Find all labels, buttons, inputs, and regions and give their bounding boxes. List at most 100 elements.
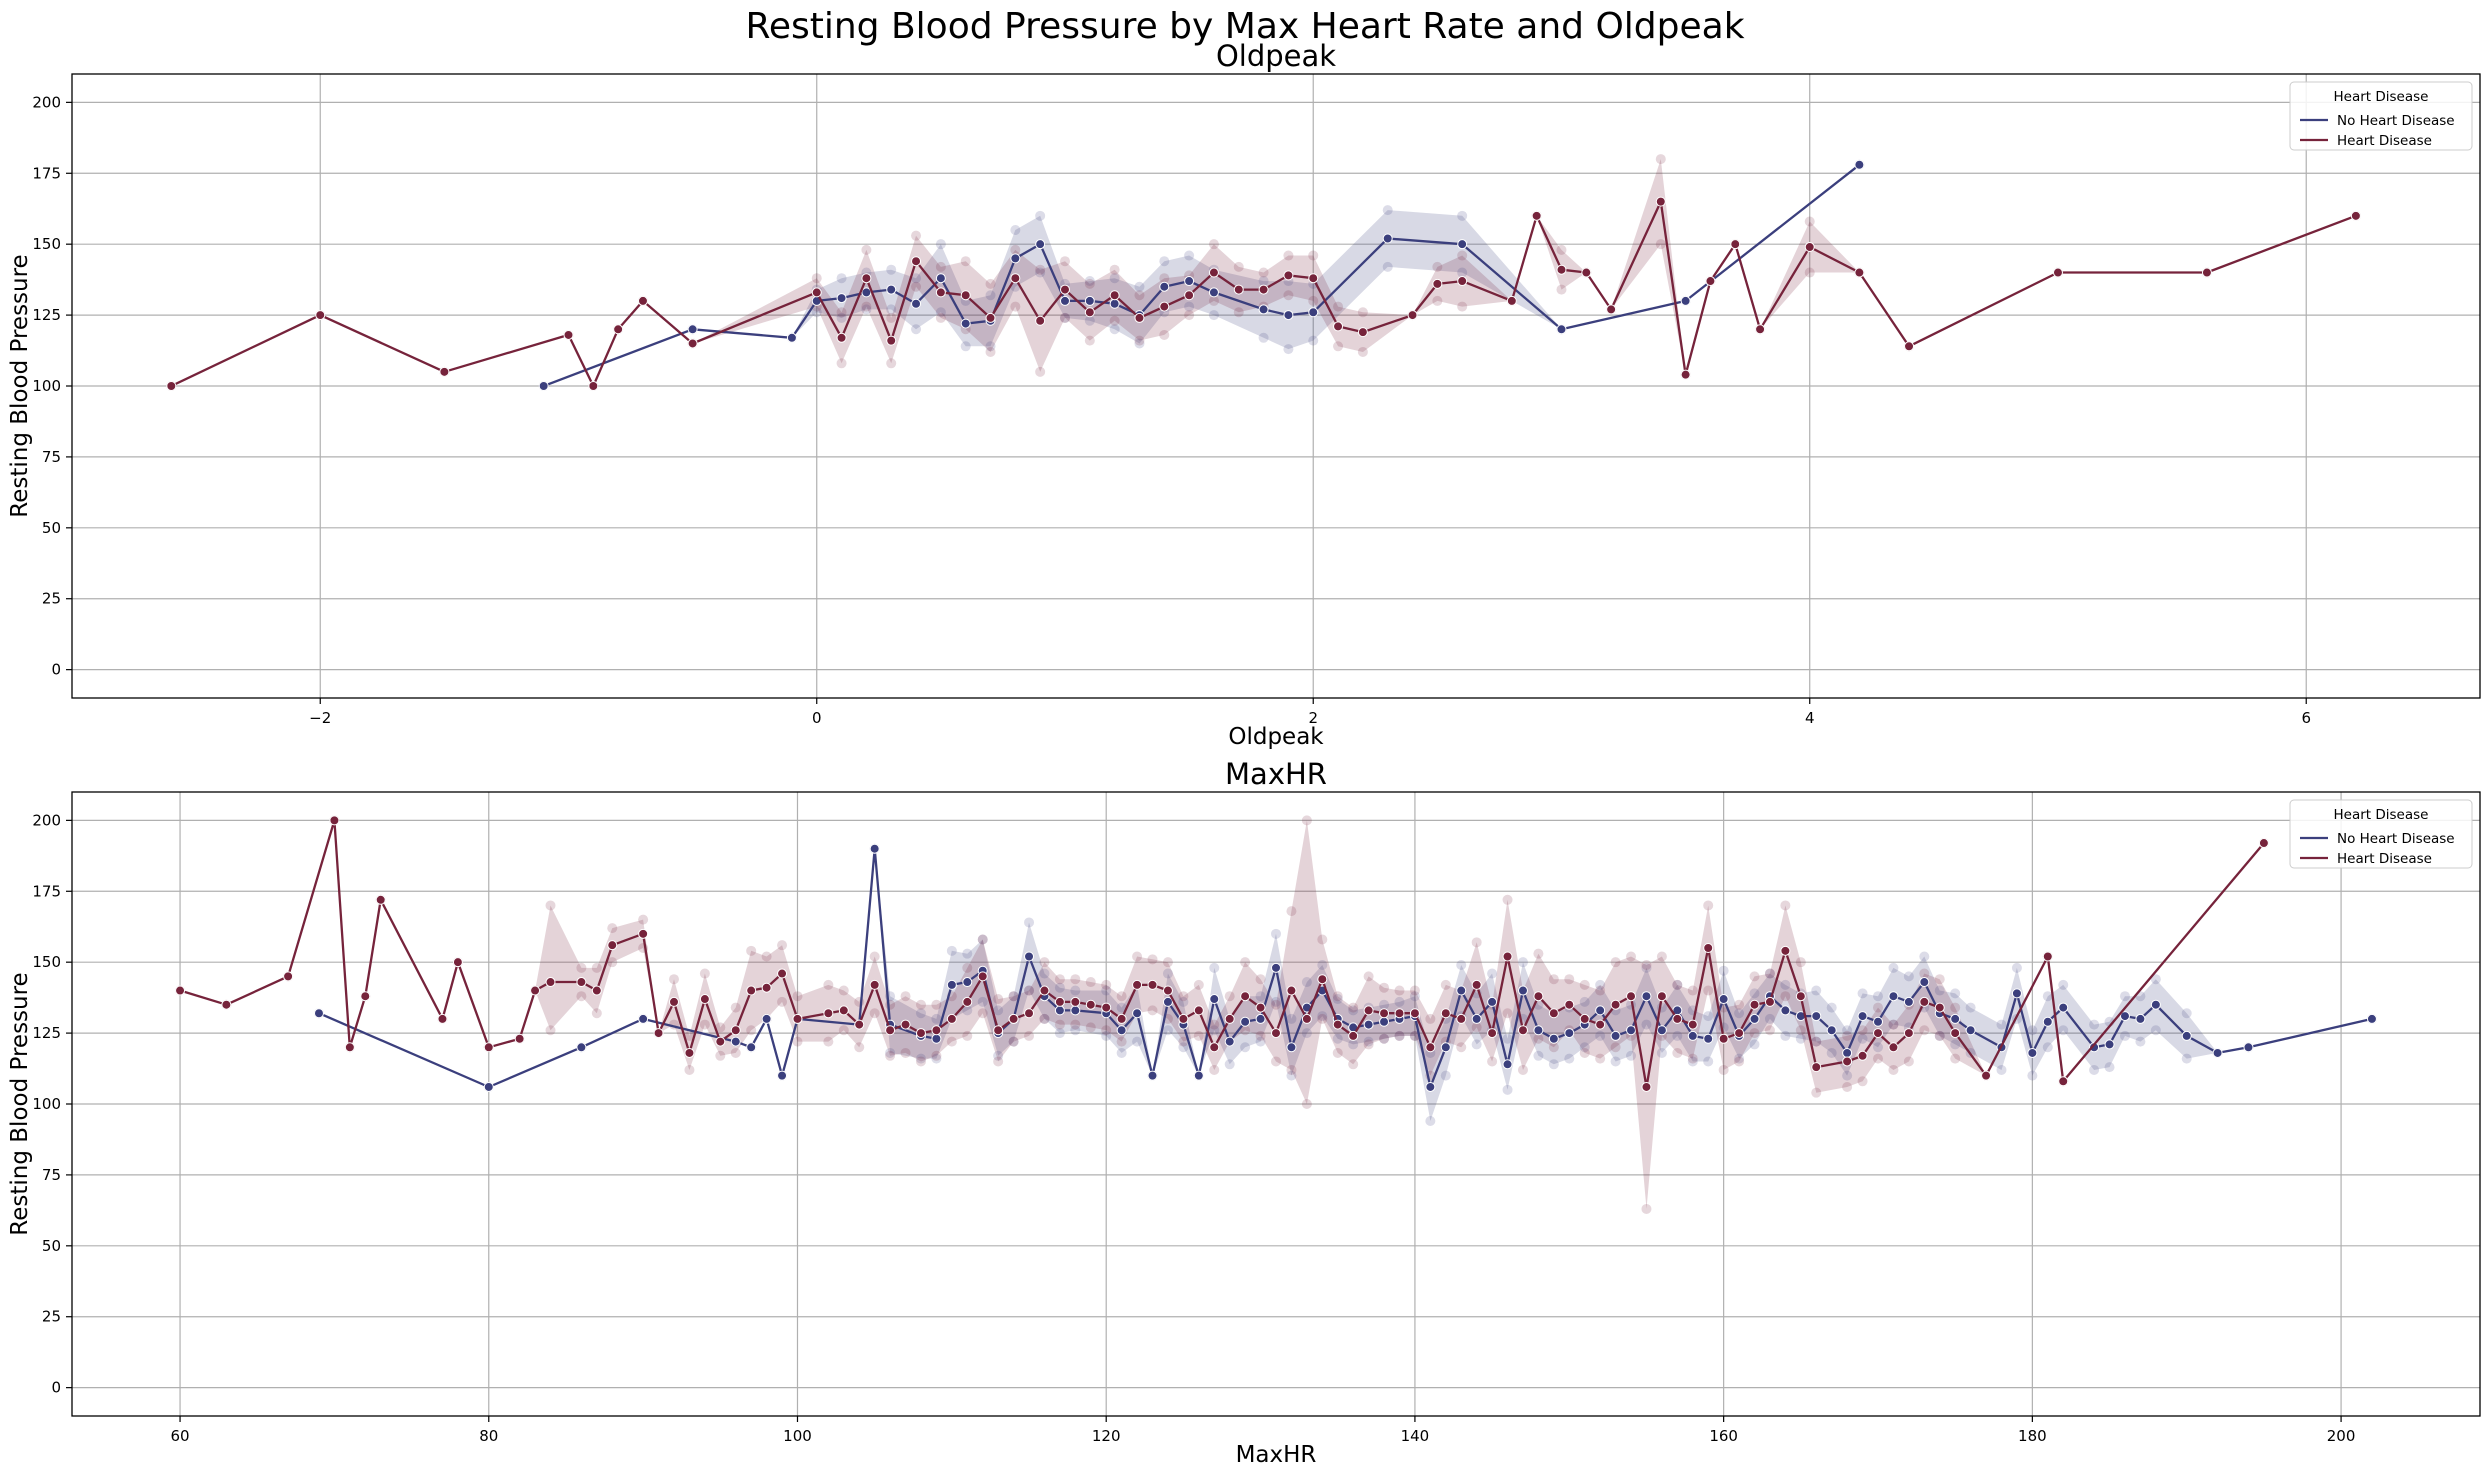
- scatter-point: [1208, 310, 1219, 321]
- scatter-point: [715, 1022, 726, 1033]
- data-point: [911, 256, 922, 267]
- scatter-point: [1857, 1033, 1868, 1044]
- scatter-point: [1826, 1002, 1837, 1013]
- data-point: [591, 985, 602, 996]
- scatter-point: [1379, 982, 1390, 993]
- scatter-point: [993, 994, 1004, 1005]
- x-tick-label: 4: [1805, 709, 1815, 727]
- y-tick-label: 125: [32, 1024, 61, 1042]
- data-point: [669, 996, 679, 1007]
- scatter-point: [1283, 290, 1294, 301]
- x-tick-label: 200: [2327, 1427, 2356, 1445]
- data-point: [1116, 1013, 1127, 1024]
- data-point: [1672, 1013, 1683, 1024]
- scatter-point: [699, 968, 710, 979]
- scatter-point: [1193, 1030, 1204, 1041]
- scatter-point: [1502, 1008, 1513, 1019]
- data-point: [1286, 985, 1297, 996]
- data-point: [1903, 996, 1914, 1007]
- scatter-point: [1101, 985, 1112, 996]
- scatter-point: [1084, 335, 1095, 346]
- scatter-point: [1109, 264, 1120, 275]
- data-point: [1703, 943, 1714, 953]
- data-point: [1224, 1013, 1235, 1024]
- scatter-point: [1795, 1025, 1806, 1036]
- scatter-point: [1780, 979, 1791, 990]
- scatter-point: [1934, 974, 1945, 985]
- data-point: [1888, 991, 1899, 1002]
- data-point: [1301, 1013, 1312, 1024]
- scatter-point: [1209, 1019, 1220, 1030]
- data-point: [1548, 1008, 1559, 1019]
- scatter-point: [1811, 1036, 1822, 1047]
- y-tick-label: 175: [32, 882, 61, 900]
- data-point: [1363, 1019, 1374, 1030]
- scatter-point: [1209, 962, 1220, 973]
- scatter-point: [1286, 1013, 1297, 1024]
- scatter-point: [1996, 1064, 2007, 1075]
- scatter-point: [931, 1053, 942, 1064]
- scatter-point: [1059, 312, 1070, 323]
- data-point: [1101, 1002, 1112, 1013]
- scatter-point: [1116, 1047, 1127, 1058]
- scatter-point: [1084, 315, 1095, 326]
- data-point: [1357, 327, 1368, 338]
- data-point: [221, 999, 232, 1010]
- scatter-point: [1101, 1025, 1112, 1036]
- scatter-point: [1382, 261, 1393, 272]
- scatter-point: [985, 341, 996, 352]
- scatter-point: [1950, 988, 1961, 999]
- scatter-point: [730, 1047, 741, 1058]
- scatter-point: [591, 1008, 602, 1019]
- scatter-point: [684, 1064, 695, 1075]
- scatter-point: [1039, 957, 1050, 968]
- data-point: [638, 1013, 649, 1024]
- scatter-point: [1804, 267, 1815, 278]
- scatter-point: [1873, 1002, 1883, 1013]
- scatter-point: [1178, 1042, 1189, 1053]
- scatter-point: [1888, 1019, 1899, 1030]
- data-point: [1749, 999, 1760, 1010]
- scatter-point: [1258, 276, 1269, 287]
- data-point: [1379, 1008, 1390, 1019]
- scatter-point: [1317, 1013, 1328, 1024]
- scatter-point: [1184, 310, 1195, 321]
- scatter-point: [1209, 1025, 1220, 1036]
- data-point: [900, 1019, 911, 1030]
- data-point: [1147, 979, 1158, 990]
- scatter-point: [1579, 979, 1590, 990]
- data-point: [1024, 1008, 1035, 1019]
- scatter-point: [1579, 996, 1590, 1007]
- data-point: [1224, 1036, 1235, 1047]
- data-point: [1556, 264, 1567, 275]
- data-point: [1240, 1016, 1251, 1027]
- data-point: [1348, 1030, 1359, 1041]
- data-point: [1506, 295, 1517, 306]
- scatter-point: [1811, 1087, 1822, 1098]
- x-tick-label: 120: [1092, 1427, 1121, 1445]
- scatter-point: [861, 301, 872, 312]
- scatter-point: [1134, 281, 1145, 292]
- data-point: [1283, 270, 1294, 281]
- data-point: [1533, 991, 1544, 1002]
- scatter-point: [1208, 239, 1219, 250]
- scatter-point: [811, 307, 822, 318]
- scatter-point: [1471, 1022, 1482, 1033]
- scatter-point: [1811, 1036, 1822, 1047]
- data-point: [1842, 1056, 1853, 1067]
- data-point: [1811, 1011, 1822, 1022]
- data-point: [1039, 985, 1050, 996]
- data-point: [886, 284, 897, 295]
- data-point: [1233, 284, 1244, 295]
- data-point: [2181, 1030, 2192, 1041]
- scatter-point: [1301, 1099, 1312, 1109]
- data-point: [761, 982, 772, 993]
- data-point: [588, 381, 599, 391]
- scatter-point: [1672, 1030, 1683, 1041]
- scatter-point: [823, 979, 834, 990]
- scatter-point: [1162, 968, 1173, 979]
- scatter-point: [1457, 267, 1468, 278]
- scatter-point: [1471, 937, 1482, 948]
- scatter-point: [1178, 996, 1189, 1007]
- figure-suptitle: Resting Blood Pressure by Max Heart Rate…: [745, 6, 1744, 47]
